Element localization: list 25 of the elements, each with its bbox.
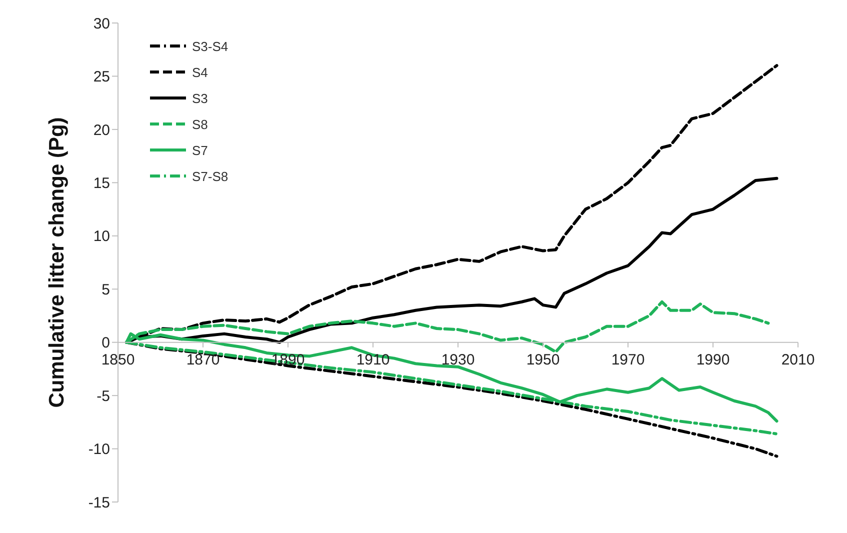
x-tick-label: 1870: [186, 351, 220, 368]
x-tick-label: 1950: [526, 351, 560, 368]
y-tick-label: 0: [102, 334, 110, 352]
y-tick-label: 25: [93, 68, 110, 86]
y-tick-label: 30: [93, 15, 110, 32]
y-tick-label: 5: [102, 281, 110, 298]
legend-label: S8: [192, 116, 208, 132]
y-tick-label: 20: [93, 122, 110, 139]
y-tick-label: -15: [88, 494, 110, 512]
legend-label: S4: [192, 64, 208, 80]
x-tick-label: 1930: [441, 351, 475, 368]
y-tick-label: -10: [88, 441, 110, 458]
legend-label: S7: [192, 142, 208, 158]
y-axis-title: Cumulative litter change (Pg): [45, 117, 68, 408]
x-tick-label: 2010: [781, 351, 815, 368]
x-tick-label: 1970: [611, 351, 645, 368]
x-tick-label: 1990: [696, 351, 730, 368]
y-tick-label: 10: [93, 228, 110, 246]
legend-label: S3-S4: [192, 38, 228, 54]
x-tick-label: 1850: [101, 351, 135, 368]
y-tick-label: -5: [96, 388, 110, 405]
legend-label: S3: [192, 90, 208, 106]
legend-label: S7-S8: [192, 168, 228, 184]
x-tick-label: 1910: [356, 351, 390, 368]
y-tick-label: 15: [93, 174, 110, 192]
